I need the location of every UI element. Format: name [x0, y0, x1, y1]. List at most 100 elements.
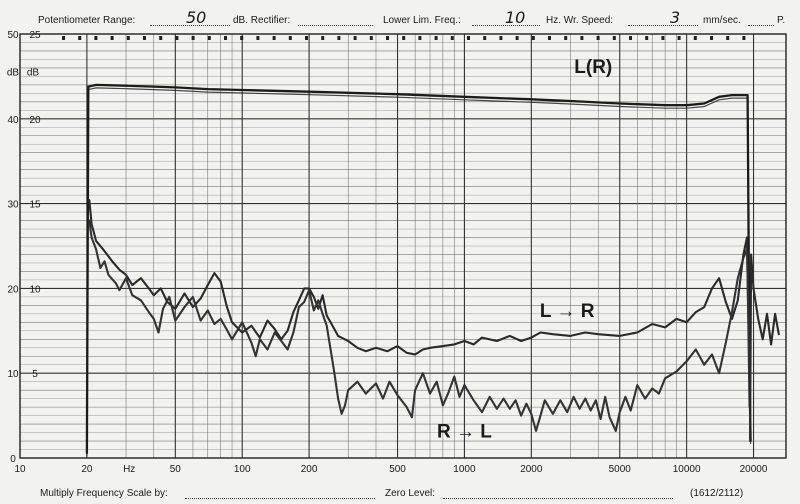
y-tick-inner: 5	[32, 369, 38, 380]
x-tick-label: 20000	[740, 464, 768, 475]
x-tick-label: 500	[389, 464, 406, 475]
x-tick-label: 1000	[453, 464, 476, 475]
top-tick-mark	[240, 36, 244, 40]
top-tick-mark	[337, 36, 341, 40]
top-tick-mark	[175, 36, 179, 40]
top-tick-mark	[580, 36, 584, 40]
top-tick-mark	[418, 36, 422, 40]
top-tick-mark	[629, 36, 632, 40]
top-tick-mark	[531, 36, 535, 40]
series-line-0	[85, 83, 752, 455]
lower-lim-underline	[472, 25, 540, 26]
top-tick-mark	[353, 36, 357, 40]
top-tick-mark	[742, 36, 746, 40]
chart-frame	[19, 33, 787, 459]
series-line-0-trace	[86, 87, 752, 456]
top-tick-mark	[726, 36, 730, 40]
speed-value: 3	[670, 8, 681, 27]
chart-grid	[20, 34, 786, 458]
top-tick-mark	[483, 36, 487, 40]
top-tick-mark	[321, 36, 325, 40]
page-underline	[748, 25, 774, 26]
top-tick-mark	[224, 36, 227, 40]
rectifier-label: dB. Rectifier:	[233, 15, 291, 26]
lower-lim-label: Lower Lim. Freq.:	[383, 15, 461, 26]
top-tick-mark	[288, 36, 292, 40]
top-tick-mark	[499, 36, 503, 40]
top-tick-mark	[450, 36, 454, 40]
top-tick-mark	[596, 36, 600, 40]
speed-label: Hz. Wr. Speed:	[546, 15, 614, 26]
top-tick-mark	[661, 36, 665, 40]
top-tick-mark	[62, 36, 65, 40]
top-tick-mark	[272, 36, 276, 40]
y-tick-outer: 50	[7, 30, 19, 41]
zero-level-label: Zero Level:	[385, 488, 436, 499]
top-tick-mark	[402, 36, 406, 40]
y-tick-outer: 10	[7, 369, 19, 380]
top-tick-mark	[386, 36, 389, 40]
series-line-3	[749, 253, 780, 443]
top-tick-mark	[612, 36, 616, 40]
potentiometer-underline	[150, 25, 230, 26]
top-tick-mark	[564, 36, 568, 40]
page-label: P.	[777, 15, 786, 26]
multiply-underline	[185, 498, 375, 499]
potentiometer-label: Potentiometer Range:	[38, 15, 136, 26]
x-tick-label: 10000	[673, 464, 701, 475]
x-tick-label: 50	[170, 464, 182, 475]
top-tick-mark	[191, 36, 195, 40]
y-tick-inner: 15	[29, 200, 41, 211]
series-line-2	[88, 219, 751, 432]
speed-underline	[628, 25, 698, 26]
multiply-label: Multiply Frequency Scale by:	[40, 488, 168, 499]
top-tick-mark	[143, 36, 146, 40]
top-tick-mark	[434, 36, 438, 40]
y-tick-outer: 20	[7, 284, 19, 295]
y-unit-outer: dB	[7, 67, 20, 78]
top-tick-mark	[515, 36, 519, 40]
chart-labels: 10 20 50 100 200 500 1000 2000 5000 10000 20000 Hz 0…	[7, 30, 768, 475]
x-axis-label: Hz	[123, 464, 135, 475]
top-tick-mark	[256, 36, 260, 40]
top-tick-mark	[126, 36, 130, 40]
y-tick-inner: 10	[29, 284, 41, 295]
zero-level-underline	[443, 498, 673, 499]
top-tick-mark	[467, 36, 470, 40]
top-tick-mark	[110, 36, 114, 40]
top-tick-mark	[677, 36, 681, 40]
x-tick-label: 10	[14, 464, 26, 475]
top-tick-mark	[369, 36, 373, 40]
top-tick-mark	[548, 36, 551, 40]
x-tick-label: 20	[81, 464, 93, 475]
y-unit-inner: dB	[27, 67, 40, 78]
top-tick-mark	[78, 36, 82, 40]
y-tick-outer: 40	[7, 115, 19, 126]
rectifier-underline	[298, 25, 373, 26]
series-line-1	[88, 199, 751, 409]
top-tick-mark	[159, 36, 163, 40]
chart-series	[85, 83, 780, 456]
potentiometer-value: 50	[186, 8, 207, 27]
top-tick-mark	[645, 36, 649, 40]
y-tick-outer: 30	[7, 200, 19, 211]
top-tick-mark	[693, 36, 697, 40]
series-annotation: L → R	[540, 301, 595, 322]
top-tick-mark	[305, 36, 308, 40]
chart-axes	[19, 33, 787, 459]
speed-unit: mm/sec.	[703, 15, 741, 26]
top-tick-mark	[207, 36, 211, 40]
y-tick-inner: 20	[29, 115, 41, 126]
series-annotation: L(R)	[574, 57, 612, 78]
y-tick-outer: 0	[10, 454, 16, 465]
top-tick-mark	[94, 36, 98, 40]
top-tick-mark	[710, 36, 713, 40]
lower-lim-value: 10	[505, 8, 526, 27]
y-tick-inner: 25	[29, 30, 41, 41]
x-tick-label: 2000	[520, 464, 543, 475]
chart-code: (1612/2112)	[690, 488, 744, 499]
x-tick-label: 100	[234, 464, 251, 475]
x-tick-label: 200	[301, 464, 318, 475]
x-tick-label: 5000	[609, 464, 632, 475]
